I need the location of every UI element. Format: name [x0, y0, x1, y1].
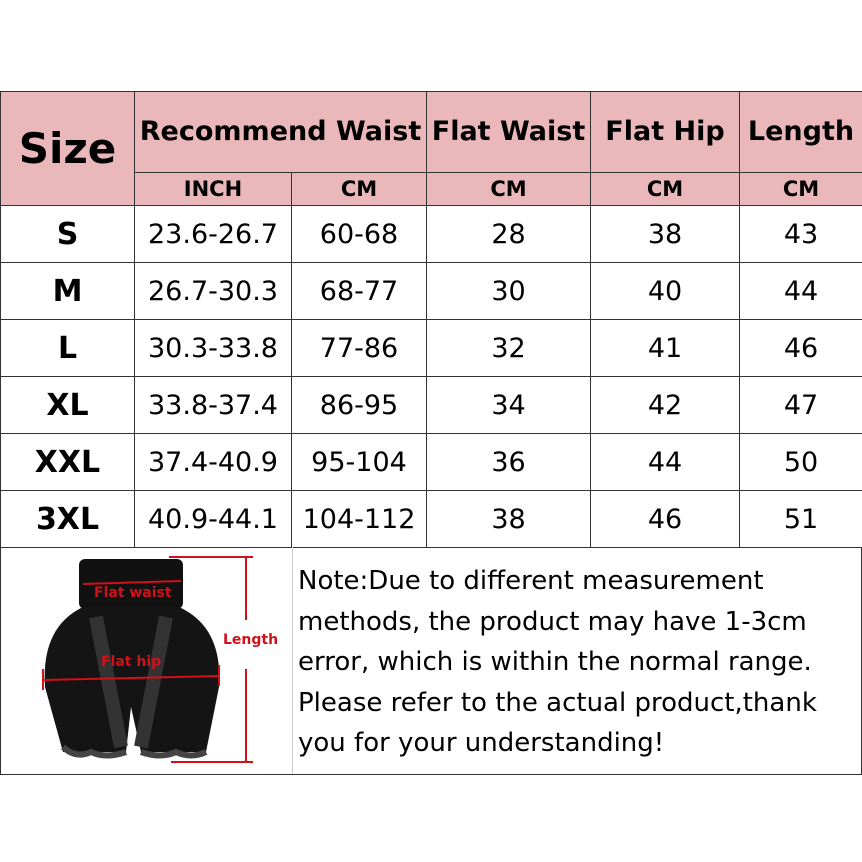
value-cell: 47 — [739, 376, 862, 434]
shapewear-shorts-image — [42, 556, 253, 763]
value-cell: 41 — [590, 319, 740, 377]
unit-header: INCH — [134, 172, 292, 206]
size-cell: L — [0, 319, 135, 377]
size-row: S 23.6-26.7 60-68 28 38 43 — [0, 205, 862, 263]
unit-header: CM — [426, 172, 591, 206]
value-cell: 37.4-40.9 — [134, 433, 292, 491]
value-cell: 46 — [590, 490, 740, 548]
size-cell: M — [0, 262, 135, 320]
value-cell: 36 — [426, 433, 591, 491]
value-cell: 23.6-26.7 — [134, 205, 292, 263]
size-row: M 26.7-30.3 68-77 30 40 44 — [0, 262, 862, 320]
unit-header: CM — [739, 172, 862, 206]
size-cell: XL — [0, 376, 135, 434]
value-cell: 28 — [426, 205, 591, 263]
value-cell: 46 — [739, 319, 862, 377]
size-row: XXL 37.4-40.9 95-104 36 44 50 — [0, 433, 862, 491]
value-cell: 40.9-44.1 — [134, 490, 292, 548]
size-row: L 30.3-33.8 77-86 32 41 46 — [0, 319, 862, 377]
length-label: Length — [223, 632, 279, 648]
value-cell: 32 — [426, 319, 591, 377]
value-cell: 33.8-37.4 — [134, 376, 292, 434]
value-cell: 50 — [739, 433, 862, 491]
value-cell: 38 — [426, 490, 591, 548]
value-cell: 51 — [739, 490, 862, 548]
value-cell: 43 — [739, 205, 862, 263]
value-cell: 42 — [590, 376, 740, 434]
flat-waist-label: Flat waist — [94, 585, 172, 601]
value-cell: 30.3-33.8 — [134, 319, 292, 377]
measurement-note: Note:Due to different measurement method… — [298, 566, 817, 758]
unit-header: CM — [291, 172, 427, 206]
header-recommend-waist: Recommend Waist — [134, 91, 427, 173]
product-diagram: Flat waist Flat hip Length — [1, 547, 293, 774]
size-row: 3XL 40.9-44.1 104-112 38 46 51 — [0, 490, 862, 548]
size-cell: XXL — [0, 433, 135, 491]
value-cell: 34 — [426, 376, 591, 434]
value-cell: 86-95 — [291, 376, 427, 434]
size-chart-table: Size Recommend Waist Flat Waist Flat Hip… — [0, 91, 862, 548]
diagram-and-note: Flat waist Flat hip Length Note:Due to d… — [0, 547, 862, 775]
value-cell: 77-86 — [291, 319, 427, 377]
size-row: XL 33.8-37.4 86-95 34 42 47 — [0, 376, 862, 434]
value-cell: 40 — [590, 262, 740, 320]
value-cell: 68-77 — [291, 262, 427, 320]
value-cell: 30 — [426, 262, 591, 320]
header-length: Length — [739, 91, 862, 173]
header-size: Size — [0, 91, 135, 206]
value-cell: 104-112 — [291, 490, 427, 548]
value-cell: 95-104 — [291, 433, 427, 491]
value-cell: 44 — [590, 433, 740, 491]
header-flat-hip: Flat Hip — [590, 91, 740, 173]
value-cell: 44 — [739, 262, 862, 320]
unit-header: CM — [590, 172, 740, 206]
size-cell: S — [0, 205, 135, 263]
value-cell: 60-68 — [291, 205, 427, 263]
value-cell: 38 — [590, 205, 740, 263]
flat-hip-label: Flat hip — [101, 654, 162, 670]
value-cell: 26.7-30.3 — [134, 262, 292, 320]
header-flat-waist: Flat Waist — [426, 91, 591, 173]
size-cell: 3XL — [0, 490, 135, 548]
